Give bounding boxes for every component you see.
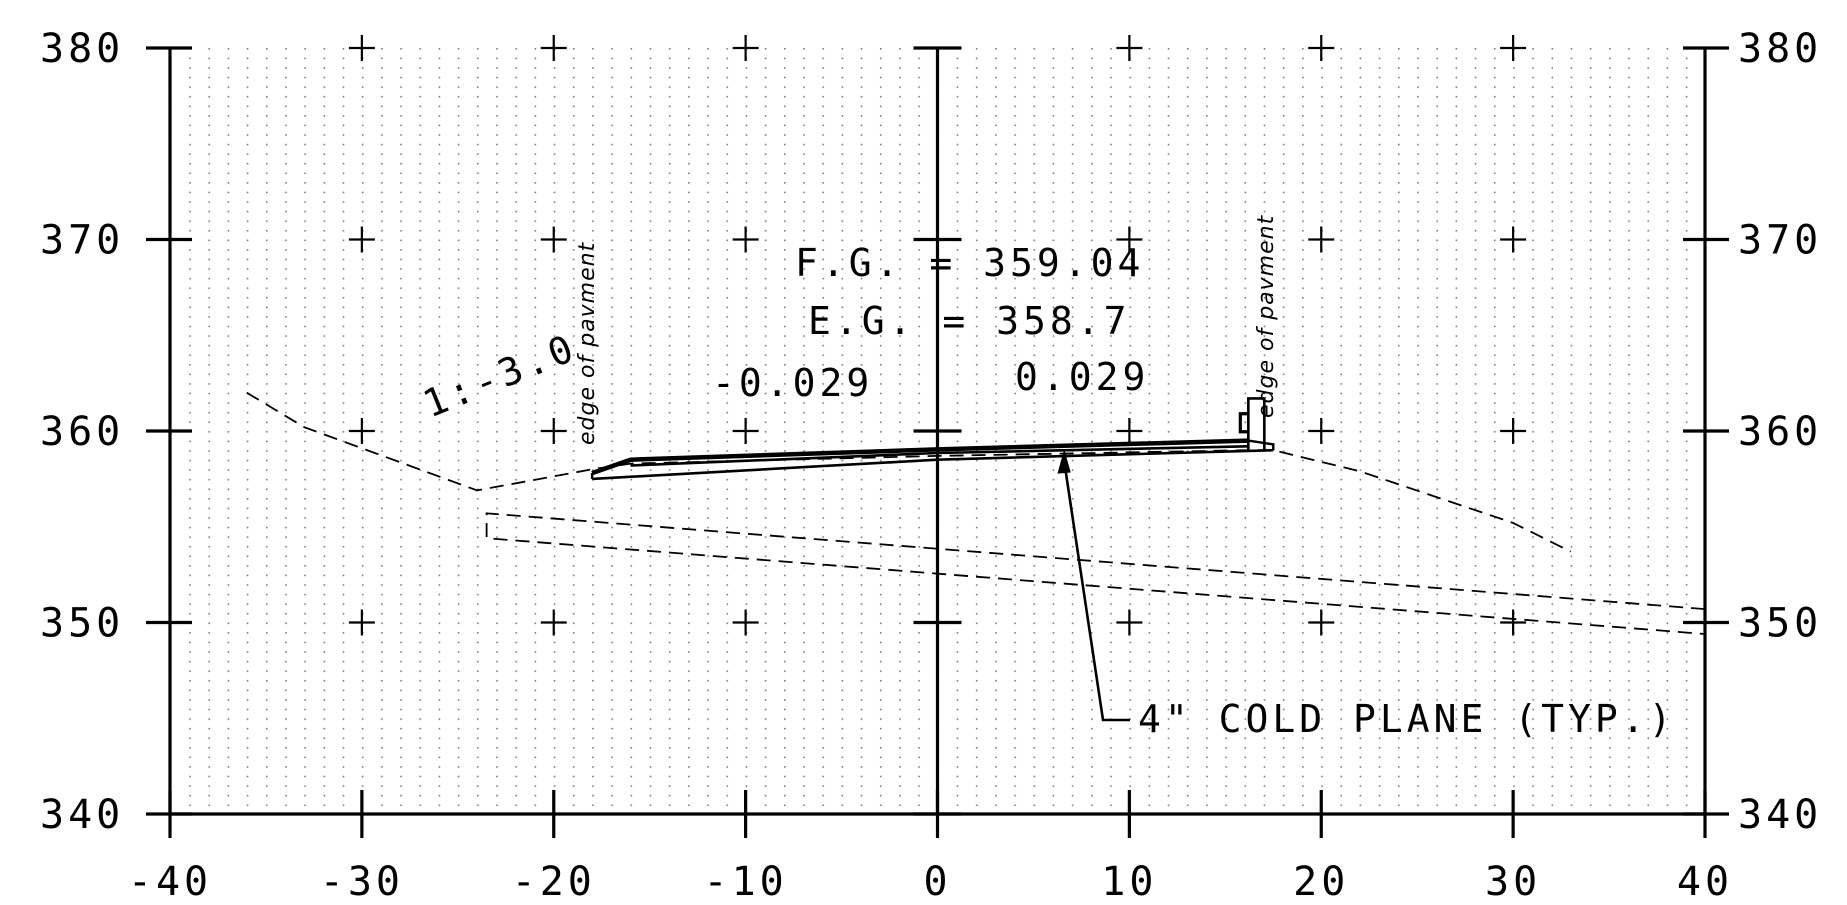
x-tick-label: -20	[512, 859, 596, 905]
grid-cross-marker	[732, 35, 759, 61]
axis-ticks	[146, 46, 1729, 838]
callout-leader-line	[1062, 460, 1130, 722]
section-geometry	[246, 391, 1706, 722]
x-tick-label: -10	[704, 859, 788, 905]
grid-cross-marker	[348, 226, 375, 253]
grid-cross-marker	[1500, 226, 1527, 253]
slope-left-label: -0.029	[712, 361, 873, 405]
subgrade-outline	[485, 512, 1706, 635]
grid-cross-marker	[732, 609, 759, 636]
grid-cross-marker	[1500, 35, 1527, 61]
grid-cross-marker	[1308, 609, 1335, 636]
x-tick-label: 20	[1293, 859, 1349, 905]
x-tick-label: -40	[128, 859, 212, 905]
x-tick-label: -30	[320, 859, 404, 905]
right-pavement-edge	[1248, 439, 1275, 451]
grid-cross-marker	[540, 226, 567, 253]
y-tick-label-left: 370	[40, 218, 124, 264]
curb-lip	[1238, 412, 1249, 434]
y-tick-label-right: 340	[1738, 792, 1822, 838]
cold-plane-callout-label: 4" COLD PLANE (TYP.)	[1138, 697, 1676, 741]
axis-tick-labels: 340 340 350 350 360 360 370 370 380 380 -40 -30 -20 -…	[40, 26, 1822, 905]
y-tick-label-left: 380	[40, 26, 124, 72]
proposed-surface-bottom	[592, 448, 1274, 481]
grid-cross-marker	[732, 418, 759, 444]
grid-cross-marker	[1308, 418, 1335, 444]
grid-cross-marker	[540, 609, 567, 636]
grid-cross-marker	[1116, 418, 1143, 444]
grid-cross-marker	[540, 418, 567, 444]
x-tick-label: 0	[923, 859, 951, 905]
grid-cross-marker	[1308, 226, 1335, 253]
x-tick-label: 30	[1485, 859, 1541, 905]
edge-of-pavement-right-label: edge of pavment	[1254, 214, 1279, 418]
y-tick-label-left: 340	[40, 792, 124, 838]
grid-cross-marker	[1116, 609, 1143, 636]
proposed-surface-top	[591, 438, 1249, 476]
grid-cross-marker	[348, 418, 375, 444]
fg-label: F.G. = 359.04	[795, 241, 1144, 285]
y-tick-label-right: 360	[1738, 409, 1822, 455]
curb	[1247, 397, 1266, 451]
grid-cross-marker	[1500, 609, 1527, 636]
y-tick-label-right: 380	[1738, 26, 1822, 72]
grid-cross-marker	[1116, 226, 1143, 253]
y-tick-label-right: 350	[1738, 601, 1822, 647]
grid-cross-marker	[348, 609, 375, 636]
grid-cross-marker	[1500, 418, 1527, 444]
slope-right-label: 0.029	[1015, 355, 1149, 399]
y-tick-label-left: 350	[40, 601, 124, 647]
y-tick-label-right: 370	[1738, 218, 1822, 264]
existing-ground-line	[246, 391, 1572, 553]
x-tick-label: 10	[1101, 859, 1157, 905]
grid-cross-marker	[732, 226, 759, 253]
edge-of-pavement-left-label: edge of pavment	[575, 241, 600, 445]
eg-label: E.G. = 358.7	[808, 299, 1131, 343]
cold-plane-layer-line	[630, 445, 1249, 467]
grid-cross-markers	[348, 35, 1527, 636]
x-tick-label: 40	[1677, 859, 1733, 905]
y-tick-label-left: 360	[40, 409, 124, 455]
callout-arrowhead	[1057, 449, 1071, 474]
grid-cross-marker	[348, 35, 375, 61]
grid-cross-marker	[1116, 35, 1143, 61]
grid-cross-marker	[540, 35, 567, 61]
grid-cross-marker	[1308, 35, 1335, 61]
